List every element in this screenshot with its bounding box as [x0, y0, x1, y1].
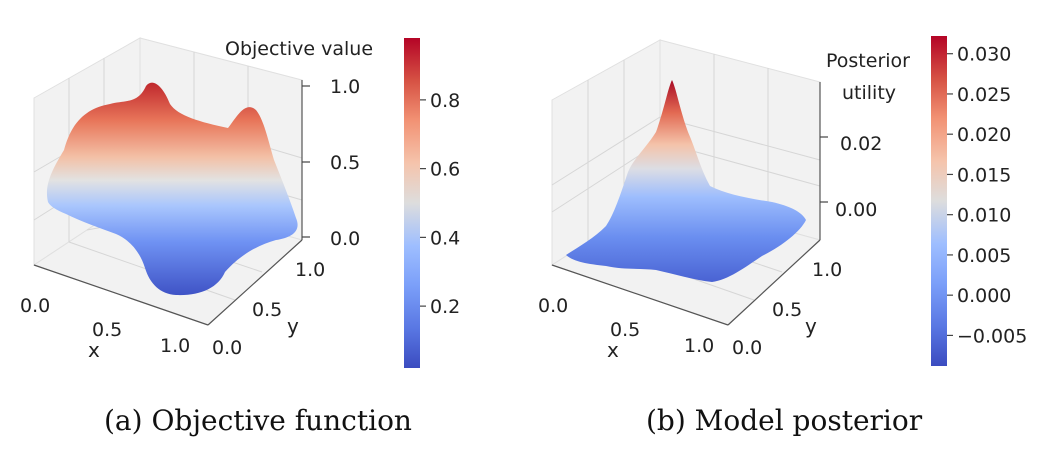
panel-a-x-axis-label: x	[88, 338, 100, 362]
panel-a-x-tick-label: 0.0	[20, 295, 50, 317]
colorbar-tick-label: 0.6	[430, 159, 460, 181]
panel-b-y-axis-label: y	[805, 314, 817, 338]
panel-b-colorbar	[931, 36, 947, 366]
panel-a-y-tick-label: 1.0	[295, 259, 325, 281]
panel-a-caption: (a) Objective function	[104, 404, 412, 437]
panel-a-x-tick-label: 1.0	[160, 335, 190, 357]
panel-b-colorbar-ticks: 0.030 0.025 0.020 0.015 0.010 0.005 0.000 −0.00…	[947, 44, 1027, 347]
colorbar-tick-label: 0.4	[430, 227, 460, 249]
colorbar-tick-label: 0.2	[430, 296, 460, 318]
panel-b: 0.02 0.00 0.0 0.5 1.0 x 0.0 0.5 1.0 y Po…	[538, 36, 1027, 437]
panel-b-y-tick-label: 0.0	[732, 337, 762, 359]
panel-b-x-axis-line	[551, 264, 729, 326]
panel-a-y-tick-label: 0.0	[212, 337, 242, 359]
colorbar-tick-label: 0.030	[957, 44, 1011, 66]
colorbar-tick-label: 0.025	[957, 84, 1011, 106]
colorbar-tick-label: −0.005	[957, 325, 1027, 347]
panel-a-y-tick-label: 0.5	[252, 299, 282, 321]
panel-b-z-tick-label: 0.02	[840, 133, 882, 155]
panel-a-colorbar-title: Objective value	[225, 38, 373, 60]
panel-a-surface	[46, 82, 298, 296]
colorbar-tick-label: 0.000	[957, 285, 1011, 307]
colorbar-tick-label: 0.005	[957, 245, 1011, 267]
panel-b-y-tick-label: 0.5	[772, 299, 802, 321]
colorbar-tick-label: 0.8	[430, 90, 460, 112]
panel-a: 1.0 0.5 0.0 0.0 0.5 1.0 x 0.0 0.5 1.0 y …	[20, 37, 460, 437]
panel-a-y-axis-line	[207, 239, 303, 326]
panel-a-x-axis-line	[33, 264, 209, 326]
colorbar-tick-label: 0.010	[957, 205, 1011, 227]
panel-a-z-tick-label: 1.0	[330, 76, 360, 98]
panel-b-colorbar-title-line2: utility	[842, 82, 896, 104]
panel-a-y-axis-label: y	[287, 314, 299, 338]
colorbar-tick-label: 0.015	[957, 164, 1011, 186]
panel-a-colorbar-ticks: 0.2 0.4 0.6 0.8	[420, 90, 460, 318]
panel-b-x-axis-label: x	[607, 338, 619, 362]
panel-b-caption: (b) Model posterior	[646, 404, 923, 437]
panel-b-x-tick-label: 0.0	[538, 295, 568, 317]
panel-a-z-tick-label: 0.5	[330, 152, 360, 174]
panel-b-surface	[566, 80, 806, 282]
panel-a-colorbar	[404, 38, 420, 368]
colorbar-tick-label: 0.020	[957, 124, 1011, 146]
panel-a-z-tick-label: 0.0	[330, 228, 360, 250]
panel-b-x-tick-label: 1.0	[684, 335, 714, 357]
panel-b-y-axis-line	[727, 239, 821, 326]
panel-b-colorbar-title-line1: Posterior	[826, 50, 910, 72]
panel-b-y-tick-label: 1.0	[812, 259, 842, 281]
panel-b-x-tick-label: 0.5	[610, 319, 640, 341]
panel-a-x-tick-label: 0.5	[92, 319, 122, 341]
panel-b-z-tick-label: 0.00	[835, 199, 877, 221]
